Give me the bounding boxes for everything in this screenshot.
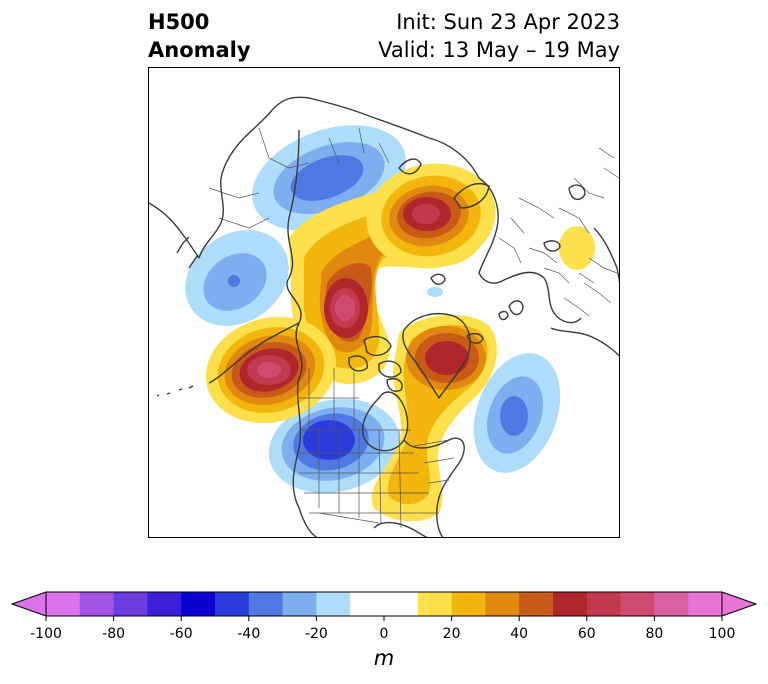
anomaly-shading <box>185 125 595 522</box>
valid-range: Valid: 13 May – 19 May <box>378 38 620 62</box>
colorbar-segment <box>586 592 622 616</box>
colorbar-tick-label: -20 <box>304 626 328 642</box>
colorbar-segment <box>654 592 689 616</box>
colorbar-segment <box>620 592 655 616</box>
colorbar-segment <box>248 592 284 616</box>
colorbar-tick-label: 60 <box>577 626 596 642</box>
colorbar-segment <box>519 592 554 616</box>
colorbar-tick-labels: -100 -80 -60 -40 -20 0 20 40 60 80 100 <box>0 626 768 646</box>
colorbar-min-arrow <box>10 591 47 617</box>
anomaly-low-siberia <box>252 125 406 231</box>
colorbar-segment <box>688 592 723 616</box>
colorbar-segments <box>46 592 723 616</box>
coastlines <box>149 96 619 537</box>
colorbar-tick-label: 40 <box>510 626 529 642</box>
init-date: Init: Sun 23 Apr 2023 <box>396 10 620 34</box>
colorbar-ticks <box>45 616 723 621</box>
anomaly-map <box>148 67 620 538</box>
colorbar-segment <box>282 592 317 616</box>
colorbar-segment <box>451 592 486 616</box>
colorbar-segment <box>553 592 588 616</box>
colorbar-unit-label: m <box>373 646 395 670</box>
colorbar-segment <box>181 592 216 616</box>
title-variable: H500 <box>148 10 210 34</box>
anomaly-low-north-pacific <box>185 230 289 326</box>
political-borders <box>208 127 619 529</box>
anomaly-low-north-atlantic <box>473 353 561 473</box>
map-canvas <box>149 96 619 537</box>
anomaly-low-small <box>427 287 443 297</box>
colorbar-segment <box>46 592 81 616</box>
colorbar-tick-label: -100 <box>30 626 62 642</box>
colorbar-tick-label: 20 <box>442 626 461 642</box>
map-dates: Init: Sun 23 Apr 2023 Valid: 13 May – 19… <box>378 8 620 64</box>
colorbar-tick-label: 100 <box>708 626 736 642</box>
colorbar-tick-label: 0 <box>379 626 389 642</box>
colorbar-segment <box>350 592 419 616</box>
colorbar-segment <box>417 592 453 616</box>
colorbar <box>10 591 758 621</box>
colorbar-segment <box>316 592 351 616</box>
colorbar-segment <box>113 592 148 616</box>
colorbar-tick-label: 80 <box>645 626 664 642</box>
colorbar-segment <box>147 592 182 616</box>
map-title: H500 Anomaly <box>148 8 251 64</box>
anomaly-high-greenland <box>371 314 497 522</box>
colorbar-tick-label: -40 <box>237 626 261 642</box>
colorbar-tick-label: -60 <box>169 626 193 642</box>
anomaly-high-mediterranean <box>559 226 595 270</box>
colorbar-segment <box>79 592 115 616</box>
colorbar-tick-label: -80 <box>102 626 126 642</box>
colorbar-segment <box>215 592 250 616</box>
colorbar-max-arrow <box>721 591 758 617</box>
title-field: Anomaly <box>148 38 251 62</box>
colorbar-segment <box>485 592 520 616</box>
